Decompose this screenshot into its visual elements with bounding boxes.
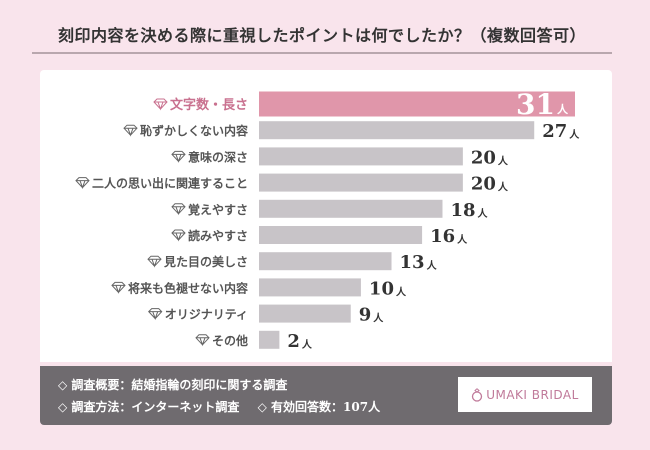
bar [259,304,351,323]
brand-logo: UMAKI BRIDAL [458,377,592,412]
unit-label: 人 [498,154,509,167]
bar [259,226,423,244]
value-label: 9 [359,305,372,326]
value-label: 18 [450,200,475,221]
bar [259,173,463,192]
category-label: 将来も色褪せない内容 [128,280,248,295]
category-label: 恥ずかしくない内容 [140,123,248,138]
value-label: 10 [369,278,394,299]
unit-label: 人 [478,207,489,220]
value-label: 16 [430,226,455,247]
ring-icon [472,387,483,402]
value-label: 31 [516,88,555,121]
diamond-icon [153,98,168,111]
bar [259,330,280,349]
value-label: 2 [287,331,300,352]
category-label: 意味の深さ [188,149,248,164]
unit-label: 人 [302,338,313,351]
value-label: 20 [471,147,496,168]
category-label: 覚えやすさ [188,202,248,217]
survey-respondents: ◇ 有効回答数：107人 [257,400,381,414]
unit-label: 人 [557,102,569,116]
diamond-icon [195,334,210,347]
survey-summary: ◇ 調査概要：結婚指輪の刻印に関する調査 [58,378,288,392]
title-divider [32,52,612,54]
diamond-icon [148,308,163,321]
bar [259,278,361,297]
diamond-icon [171,150,186,163]
unit-label: 人 [373,312,384,325]
bar [259,91,575,117]
page-title: 刻印内容を決める際に重視したポイントは何でしたか？（複数回答可） [57,26,586,45]
diamond-icon [171,229,186,242]
survey-details: ◇ 調査方法：インターネット調査 ◇ 有効回答数：107人 [58,398,394,415]
unit-label: 人 [396,285,407,298]
unit-label: 人 [427,259,438,272]
value-label: 13 [400,252,425,273]
unit-label: 人 [569,128,580,141]
survey-footer: ◇ 調査概要：結婚指輪の刻印に関する調査 ◇ 調査方法：インターネット調査 ◇ … [40,366,612,425]
diamond-icon [123,124,138,137]
logo-text: UMAKI BRIDAL [486,387,579,402]
value-label: 20 [471,174,496,195]
category-label: オリジナリティ [165,308,248,322]
bar [259,199,443,218]
diamond-icon [111,281,126,294]
survey-method: ◇ 調査方法：インターネット調査 [58,400,240,414]
category-label: 二人の思い出に関連すること [92,176,248,191]
bar [259,147,463,166]
bar [259,252,392,271]
category-label: 読みやすさ [188,228,248,243]
category-label: その他 [212,333,248,348]
unit-label: 人 [457,233,468,246]
diamond-icon [75,177,90,190]
diamond-icon [171,203,186,216]
diamond-icon [147,255,162,268]
category-label: 見た目の美しさ [163,254,248,269]
value-label: 27 [542,121,567,142]
bar [259,121,535,140]
unit-label: 人 [498,181,509,194]
category-label: 文字数・長さ [170,97,248,113]
